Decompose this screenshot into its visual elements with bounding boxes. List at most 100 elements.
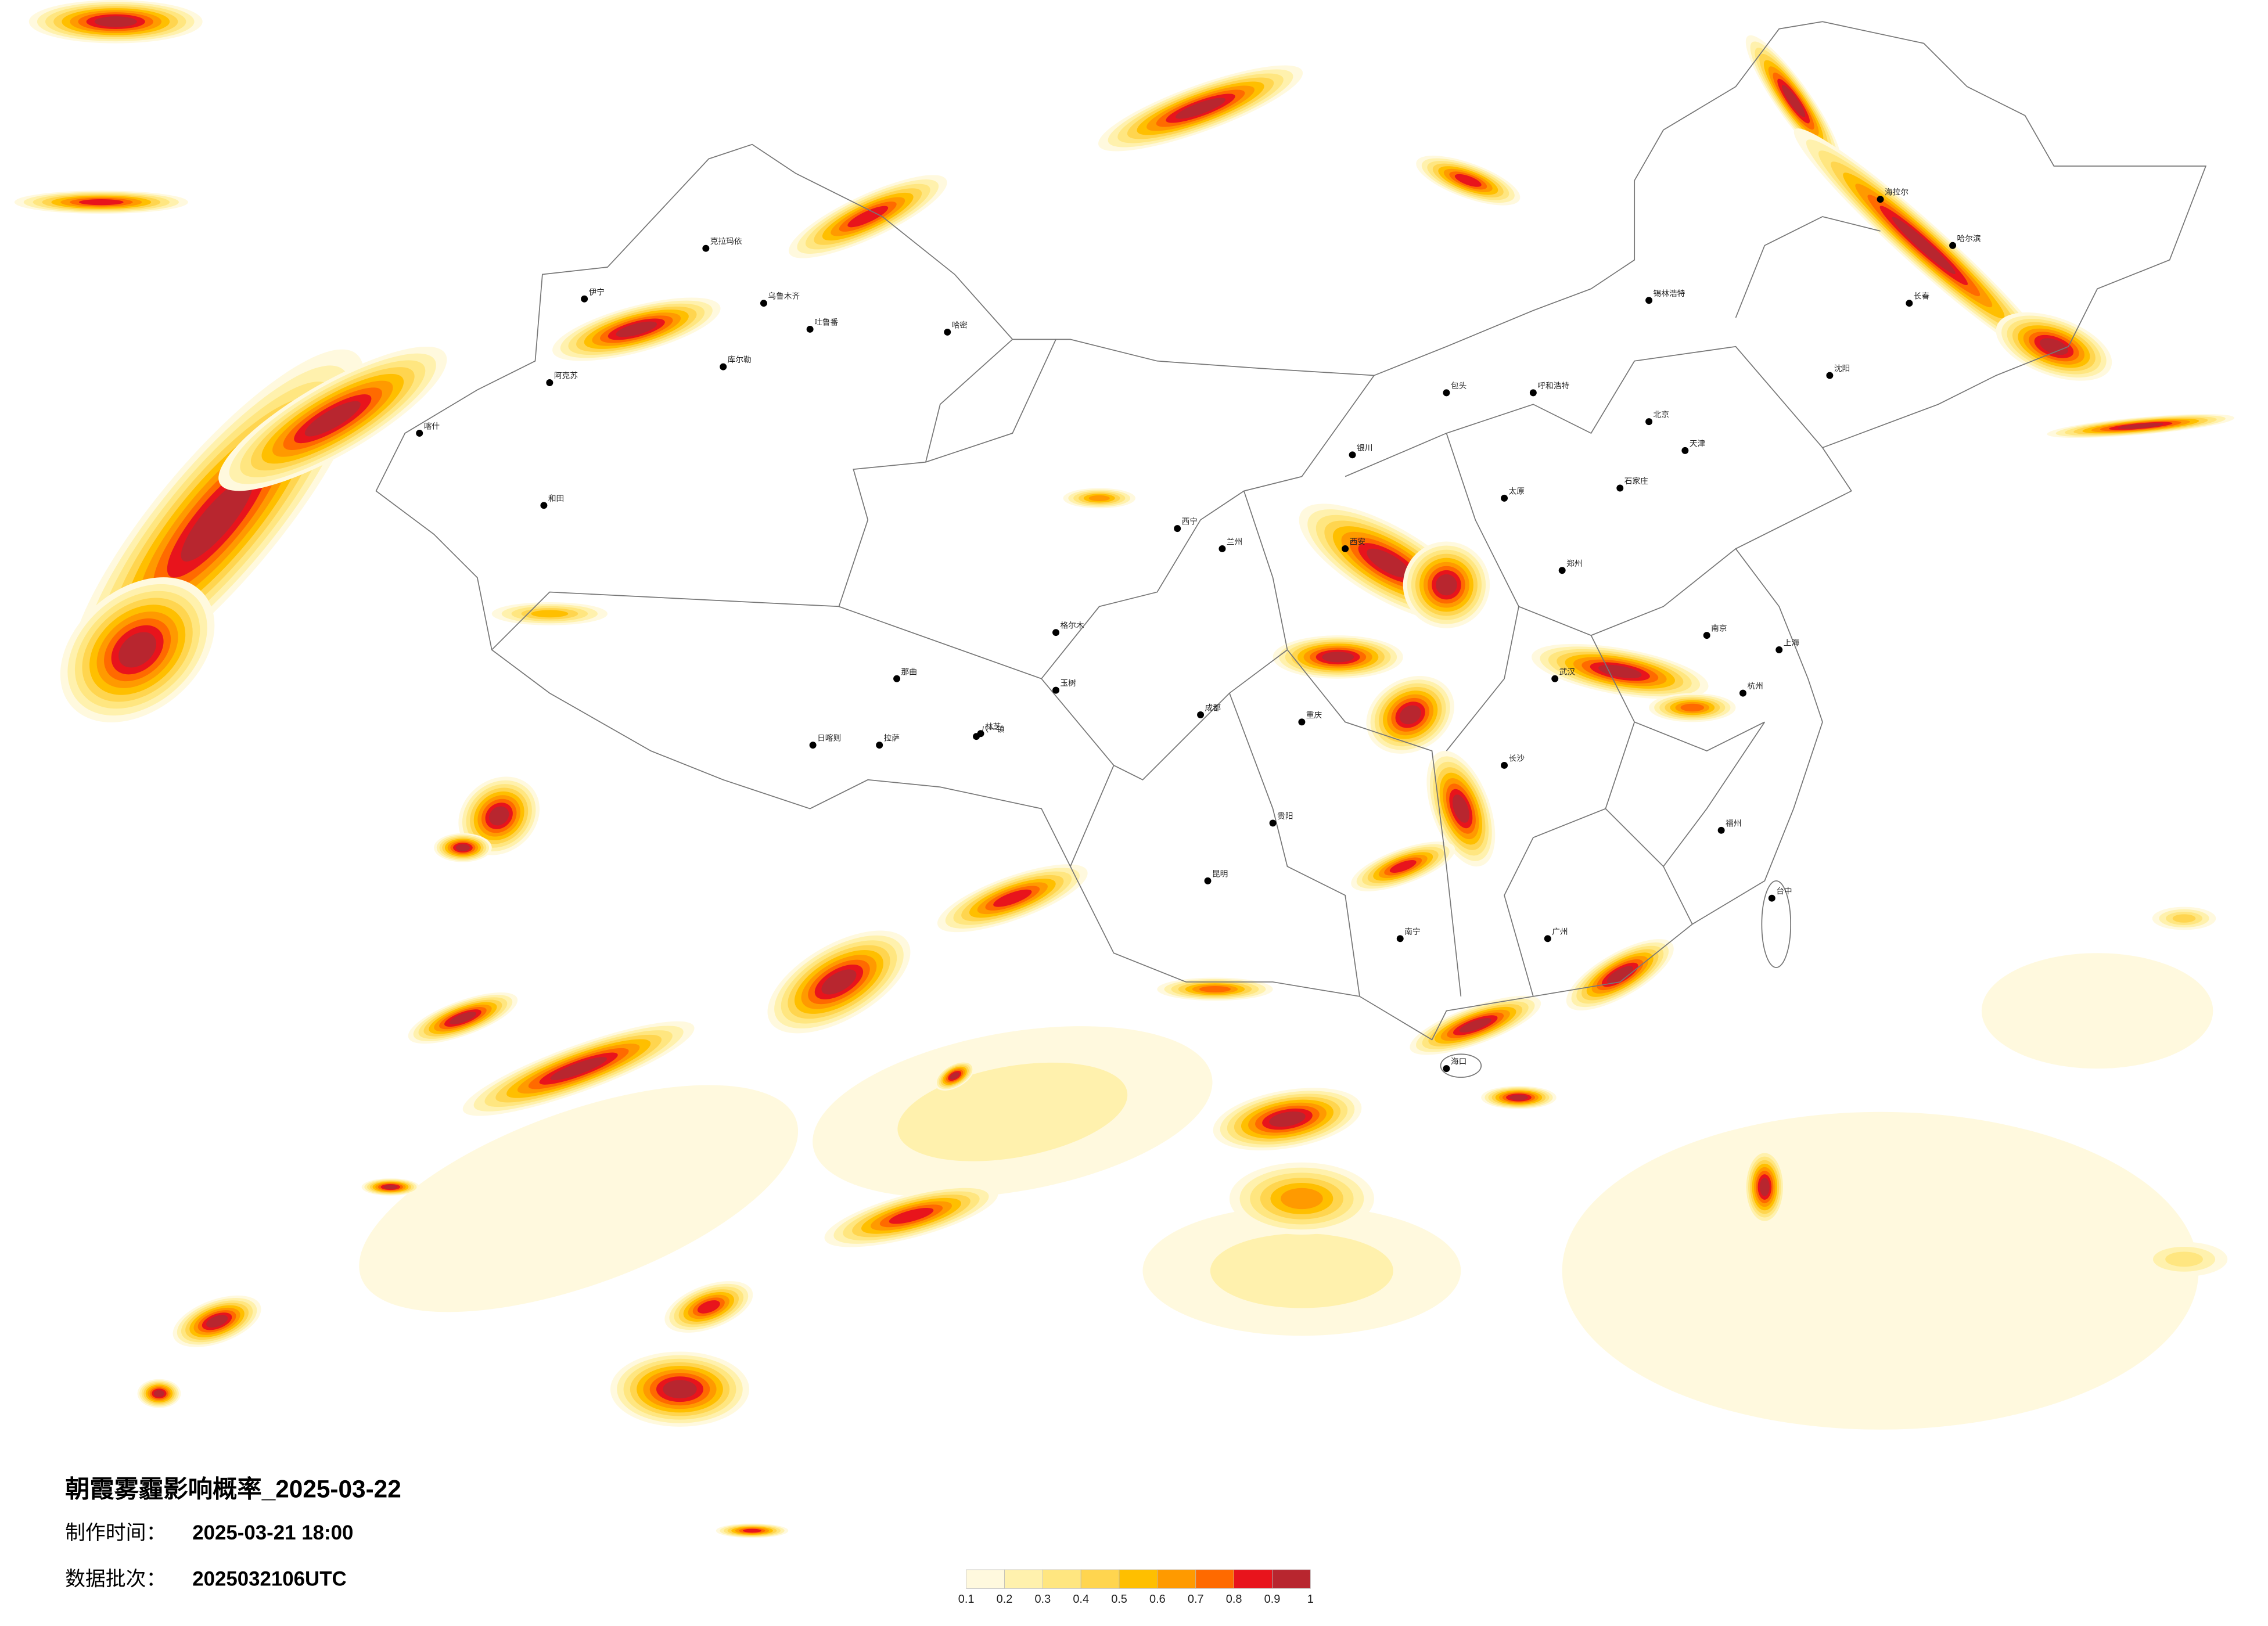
colorbar-swatch: [1195, 1569, 1234, 1589]
haze-area: [697, 1300, 720, 1314]
city-label: 吐鲁番: [814, 318, 838, 327]
borders: [375, 21, 2207, 1078]
city-label: 昆明: [1212, 869, 1228, 878]
city-dot: [1645, 297, 1653, 304]
haze-area: [2172, 914, 2196, 923]
haze-area: [1452, 794, 1469, 823]
haze-area: [1322, 652, 1354, 663]
city-label: 呼和浩特: [1537, 382, 1569, 390]
city-dot: [1529, 389, 1537, 397]
haze-area: [1281, 1188, 1323, 1210]
city-dot: [977, 730, 984, 738]
colorbar-swatch: [1234, 1569, 1273, 1589]
city-label: 克拉玛依: [710, 237, 742, 246]
city-label: 格尔木: [1060, 621, 1084, 630]
city-dot: [760, 300, 767, 307]
city-dot: [416, 430, 423, 437]
city-dot: [1396, 935, 1404, 942]
colorbar-swatch: [966, 1569, 1005, 1589]
city-dot: [1775, 646, 1783, 653]
city-dot: [1551, 675, 1559, 682]
haze-area: [449, 1012, 476, 1024]
city-dot: [1826, 372, 1834, 379]
city-dot: [876, 742, 883, 749]
city-label: 银川: [1357, 444, 1372, 452]
haze-area: [1436, 574, 1457, 596]
city-dot: [1052, 629, 1059, 636]
city-dot: [546, 379, 553, 386]
city-label: 那曲: [901, 667, 917, 676]
colorbar-tick-label: 0.1: [958, 1593, 975, 1606]
city-dot: [1768, 894, 1775, 902]
city-label: 重庆: [1306, 711, 1322, 720]
city-label: 锡林浩特: [1654, 289, 1685, 298]
city-label: 杭州: [1747, 682, 1763, 690]
colorbar-swatch: [1042, 1569, 1081, 1589]
city-label: 北京: [1654, 411, 1669, 419]
city-label: 西宁: [1182, 517, 1198, 526]
city-label: 林芝: [985, 722, 1001, 731]
city-label: 八一镇: [981, 725, 1005, 734]
city-dot: [1558, 567, 1566, 574]
batch-label: 数据批次：: [65, 1567, 166, 1590]
city-label: 日喀则: [817, 734, 841, 743]
city-dot: [893, 675, 901, 682]
haze-area: [993, 889, 1032, 907]
haze-area: [1562, 1111, 2199, 1430]
city-label: 玉树: [1060, 679, 1076, 688]
city-dot: [1174, 525, 1181, 533]
city-label: 太原: [1509, 487, 1525, 495]
city-dot: [720, 363, 727, 370]
city-dot: [1681, 447, 1689, 454]
colorbar-tick-label: 0.7: [1188, 1593, 1204, 1606]
colorbar-tick-label: 0.8: [1226, 1593, 1242, 1606]
city-label: 拉萨: [884, 734, 900, 743]
city-dot: [1877, 196, 1884, 203]
haze-area: [1782, 85, 1806, 117]
made-time: 2025-03-21 18:00: [192, 1521, 353, 1544]
city-label: 库尔勒: [728, 355, 752, 364]
haze-area: [1606, 966, 1633, 984]
city-dot: [1616, 484, 1624, 492]
city-label: 贵阳: [1277, 812, 1293, 821]
city-dot: [1739, 689, 1746, 697]
taiwan: [1761, 880, 1792, 968]
city-label: 海拉尔: [1885, 188, 1908, 197]
haze-area: [2165, 1251, 2203, 1267]
city-dot: [540, 502, 548, 509]
colorbar-tick-label: 0.9: [1264, 1593, 1281, 1606]
haze-area: [94, 16, 137, 27]
haze-area: [1389, 860, 1417, 873]
city-label: 兰州: [1227, 537, 1242, 546]
colorbar-tick-label: 0.5: [1111, 1593, 1127, 1606]
haze-area: [1509, 1095, 1528, 1100]
made-label: 制作时间：: [65, 1521, 166, 1544]
colorbar-tick-label: 0.2: [997, 1593, 1013, 1606]
city-label: 长春: [1914, 292, 1930, 301]
city-label: 成都: [1205, 703, 1221, 712]
city-dot: [1906, 300, 1913, 307]
haze-area: [1199, 985, 1231, 992]
city-label: 海口: [1451, 1057, 1467, 1066]
haze-area: [1759, 1178, 1770, 1196]
province-borders: [491, 216, 1881, 997]
city-dot: [944, 328, 951, 336]
city-label: 哈密: [952, 320, 968, 329]
haze-area: [1367, 548, 1411, 578]
city-label: 天津: [1690, 439, 1706, 448]
colorbar-swatch: [1004, 1569, 1043, 1589]
city-label: 广州: [1552, 927, 1568, 936]
city-label: 郑州: [1566, 559, 1582, 568]
city-label: 南宁: [1404, 927, 1420, 936]
city-label: 武汉: [1559, 667, 1576, 676]
haze-area: [1454, 174, 1482, 187]
haze-layer: [14, 0, 2235, 1538]
haze-area: [1892, 217, 1956, 275]
batch-value: 2025032106UTC: [192, 1567, 346, 1590]
haze-area: [950, 1072, 959, 1080]
city-dot: [1219, 545, 1226, 552]
haze-area: [1176, 98, 1226, 119]
hainan: [1440, 1053, 1482, 1078]
